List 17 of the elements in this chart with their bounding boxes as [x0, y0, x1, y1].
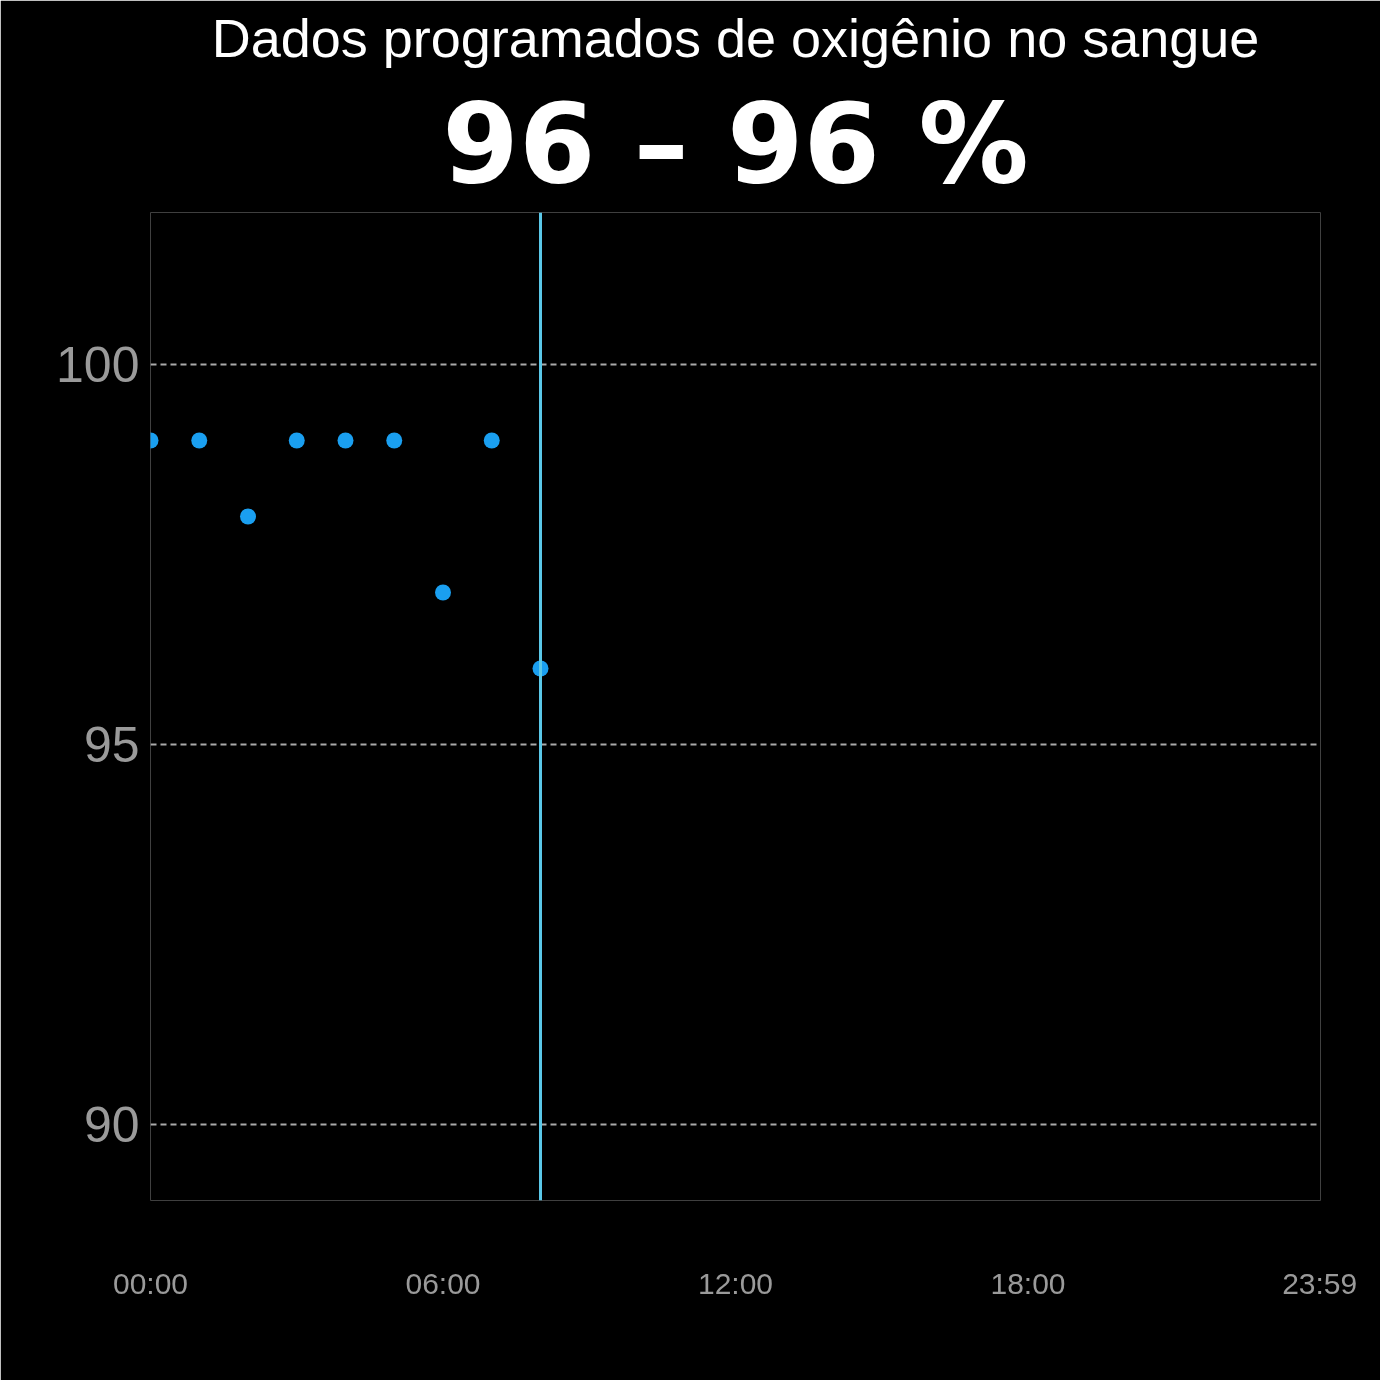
chart-subtitle: 96 – 96 %: [442, 79, 1029, 208]
point: [191, 432, 208, 449]
y-tick-label: 95: [83, 717, 140, 773]
point: [337, 432, 354, 449]
point: [386, 432, 403, 449]
point: [288, 432, 305, 449]
x-tick-label: 00:00: [112, 1266, 189, 1300]
point: [435, 584, 451, 601]
y-tick-label: 100: [56, 337, 140, 393]
point: [483, 432, 500, 449]
point: [240, 508, 256, 525]
x-tick-label: 06:00: [405, 1266, 481, 1300]
chart-title: Dados programados de oxigênio no sangue: [211, 7, 1260, 68]
x-tick-label: 18:00: [990, 1266, 1066, 1300]
y-tick-label: 90: [83, 1097, 140, 1153]
x-tick-label: 12:00: [697, 1266, 774, 1300]
x-tick-label: 23:59: [1282, 1266, 1358, 1300]
